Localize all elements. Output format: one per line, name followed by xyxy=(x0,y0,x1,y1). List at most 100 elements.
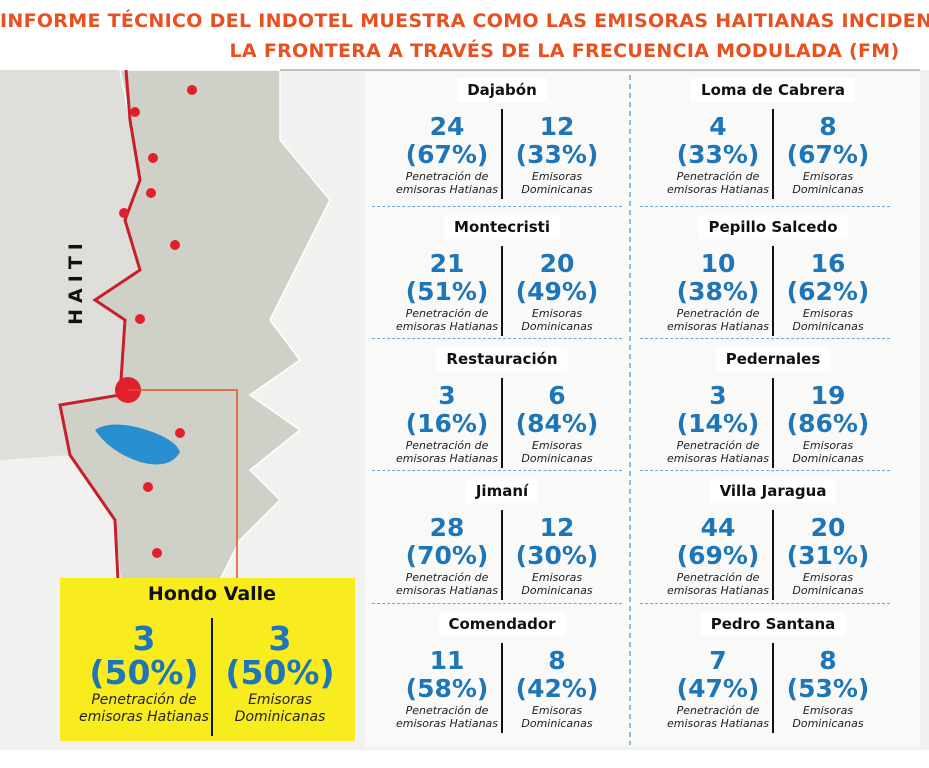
caption: Dominicanas xyxy=(792,183,864,196)
count: 12 xyxy=(539,513,575,542)
share: (16%) xyxy=(405,409,489,438)
card-title: Montecristi xyxy=(444,215,560,239)
haiti-area xyxy=(0,70,140,460)
count: 6 xyxy=(548,381,566,410)
caption: Penetración de xyxy=(676,704,760,717)
share: (50%) xyxy=(225,653,335,692)
caption: emisoras Hatianas xyxy=(395,320,499,333)
caption: Penetración de xyxy=(405,439,489,452)
share: (33%) xyxy=(676,140,760,169)
card-title: Pedro Santana xyxy=(700,612,846,636)
caption: Penetración de xyxy=(405,571,489,584)
card-title: Pepillo Salcedo xyxy=(698,215,848,239)
count: 16 xyxy=(810,249,846,278)
divider xyxy=(772,510,774,600)
card-title: Comendador xyxy=(438,612,566,636)
count: 19 xyxy=(810,381,846,410)
share: (67%) xyxy=(405,140,489,169)
caption: emisoras Hatianas xyxy=(666,452,770,465)
connector xyxy=(128,389,238,578)
caption: Emisoras xyxy=(531,307,583,320)
border-line xyxy=(58,69,142,581)
map-label: HAITI xyxy=(64,237,87,325)
caption: Emisoras xyxy=(802,307,854,320)
share: (38%) xyxy=(676,277,760,306)
title-line: INFORME TÉCNICO DEL INDOTEL MUESTRA COMO… xyxy=(0,10,929,32)
count: 11 xyxy=(429,646,465,675)
caption: emisoras Hatianas xyxy=(395,452,499,465)
count: 12 xyxy=(539,112,575,141)
caption: Emisoras xyxy=(531,439,583,452)
caption: emisoras Hatianas xyxy=(395,717,499,730)
caption: emisoras Hatianas xyxy=(666,183,770,196)
caption: Dominicanas xyxy=(792,452,864,465)
count: 44 xyxy=(700,513,736,542)
caption: Dominicanas xyxy=(521,452,593,465)
count: 20 xyxy=(810,513,846,542)
separator xyxy=(640,338,890,339)
separator xyxy=(372,338,622,339)
caption: Penetración de xyxy=(91,692,197,708)
divider xyxy=(772,109,774,199)
caption: Penetración de xyxy=(405,704,489,717)
separator xyxy=(372,470,622,471)
divider xyxy=(501,510,503,600)
caption: emisoras Hatianas xyxy=(666,717,770,730)
card-title: Villa Jaragua xyxy=(709,479,837,503)
lake xyxy=(95,424,180,465)
caption: Penetración de xyxy=(676,439,760,452)
caption: Emisoras xyxy=(248,692,312,708)
station-dots xyxy=(119,85,197,558)
share: (50%) xyxy=(89,653,199,692)
count: 4 xyxy=(709,112,727,141)
caption: Penetración de xyxy=(676,170,760,183)
caption: Emisoras xyxy=(802,571,854,584)
share: (49%) xyxy=(515,277,599,306)
share: (70%) xyxy=(405,541,489,570)
caption: Emisoras xyxy=(802,170,854,183)
count: 8 xyxy=(819,646,837,675)
caption: Penetración de xyxy=(405,170,489,183)
count: 8 xyxy=(548,646,566,675)
caption: Penetración de xyxy=(676,307,760,320)
count: 28 xyxy=(429,513,465,542)
share: (53%) xyxy=(786,674,870,703)
count: 3 xyxy=(132,619,156,658)
share: (14%) xyxy=(676,409,760,438)
share: (62%) xyxy=(786,277,870,306)
caption: Dominicanas xyxy=(234,709,326,725)
share: (42%) xyxy=(515,674,599,703)
count: 20 xyxy=(539,249,575,278)
caption: Emisoras xyxy=(802,704,854,717)
card-title: Pedernales xyxy=(715,347,831,371)
share: (86%) xyxy=(786,409,870,438)
caption: Emisoras xyxy=(531,704,583,717)
caption: Emisoras xyxy=(531,170,583,183)
share: (51%) xyxy=(405,277,489,306)
highlight-box xyxy=(60,578,355,741)
caption: Dominicanas xyxy=(521,717,593,730)
share: (58%) xyxy=(405,674,489,703)
caption: Penetración de xyxy=(405,307,489,320)
count: 3 xyxy=(268,619,292,658)
card-title: Jimaní xyxy=(465,479,539,503)
separator xyxy=(372,603,622,604)
card-title: Dajabón xyxy=(457,78,547,102)
caption: Dominicanas xyxy=(792,320,864,333)
caption: Emisoras xyxy=(802,439,854,452)
share: (67%) xyxy=(786,140,870,169)
count: 3 xyxy=(709,381,727,410)
divider xyxy=(772,378,774,468)
separator xyxy=(640,470,890,471)
share: (84%) xyxy=(515,409,599,438)
divider xyxy=(501,109,503,199)
caption: Penetración de xyxy=(676,571,760,584)
separator xyxy=(640,603,890,604)
caption: Emisoras xyxy=(531,571,583,584)
divider xyxy=(772,643,774,733)
count: 3 xyxy=(438,381,456,410)
card-title: Restauración xyxy=(436,347,568,371)
card-title: Loma de Cabrera xyxy=(691,78,855,102)
